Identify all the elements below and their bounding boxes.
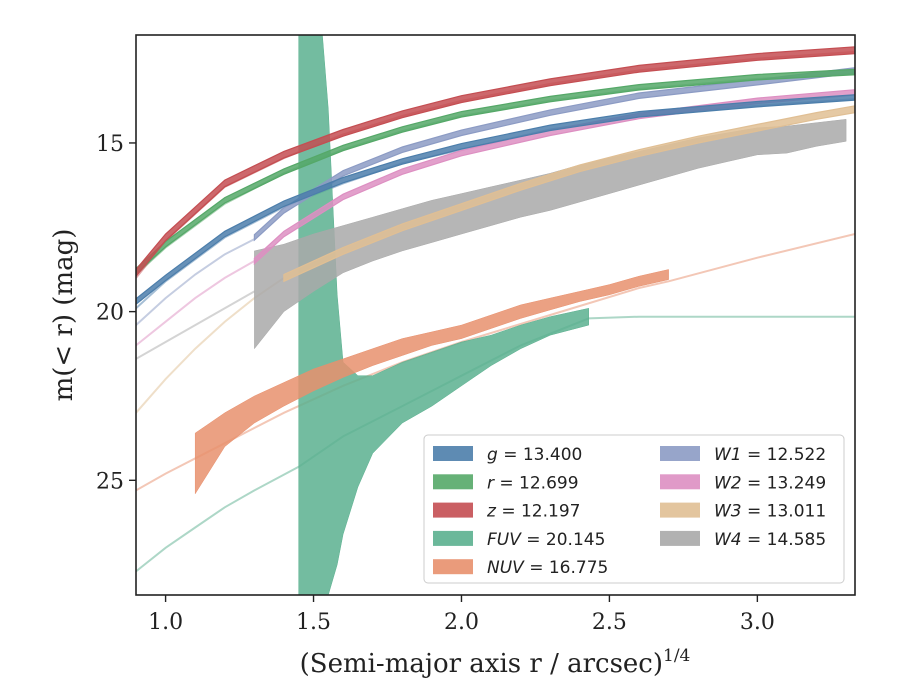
legend-label-w4: W4 = 14.585 — [714, 530, 826, 550]
legend-swatch-r — [433, 474, 473, 490]
x-tick-label: 1.0 — [148, 610, 183, 635]
x-tick-label: 1.5 — [296, 610, 331, 635]
series-w4-faint-line — [136, 290, 255, 360]
legend-box — [423, 434, 845, 584]
legend-swatch-w4 — [660, 530, 700, 546]
legend-swatch-w3 — [660, 502, 700, 518]
legend-label-z: z = 12.197 — [486, 502, 580, 522]
series-nuv-band — [194, 269, 669, 495]
series-w2-faint-line — [136, 260, 255, 347]
y-axis-label: m(< r) (mag) — [49, 229, 79, 402]
y-tick-label: 20 — [96, 301, 124, 326]
y-tick-label: 15 — [96, 132, 124, 157]
series-g-band — [136, 94, 855, 305]
x-tick-label: 2.5 — [592, 610, 627, 635]
legend-label-w2: W2 = 13.249 — [714, 473, 826, 493]
series-w1-band — [253, 67, 855, 242]
legend-swatch-fuv — [433, 530, 473, 546]
x-axis: 1.0 1.5 2.0 2.5 3.0 — [148, 595, 775, 635]
legend-label-w3: W3 = 13.011 — [714, 502, 826, 522]
series-w3-band — [283, 105, 855, 283]
series-w2-band — [253, 89, 855, 266]
series-w1-faint-line — [136, 238, 255, 326]
x-tick-label: 2.0 — [444, 610, 479, 635]
legend-label-r: r = 12.699 — [487, 473, 579, 493]
legend-label-w1: W1 = 12.522 — [714, 445, 826, 465]
series-r-band — [136, 68, 855, 275]
legend-label-fuv: FUV = 20.145 — [487, 530, 605, 550]
legend-swatch-nuv — [433, 559, 473, 575]
series-z-band — [136, 46, 855, 278]
y-tick-label: 25 — [96, 469, 124, 494]
y-axis: 15 20 25 — [96, 132, 136, 494]
legend-swatch-w1 — [660, 446, 700, 461]
legend: g = 13.400 r = 12.699 z = 12.197 FUV = 20.1… — [423, 434, 845, 584]
legend-label-nuv: NUV = 16.775 — [487, 558, 608, 578]
legend-swatch-g — [433, 446, 473, 461]
series-layer — [136, 35, 855, 595]
x-tick-label: 3.0 — [740, 610, 775, 635]
series-fuv-band — [298, 35, 589, 595]
x-axis-label: (Semi-major axis r / arcsec)1/4 — [300, 646, 691, 679]
legend-swatch-z — [433, 502, 473, 518]
series-w4-band — [254, 119, 847, 350]
legend-swatch-w2 — [660, 474, 700, 490]
legend-label-g: g = 13.400 — [487, 445, 582, 465]
plot-frame — [135, 34, 856, 596]
